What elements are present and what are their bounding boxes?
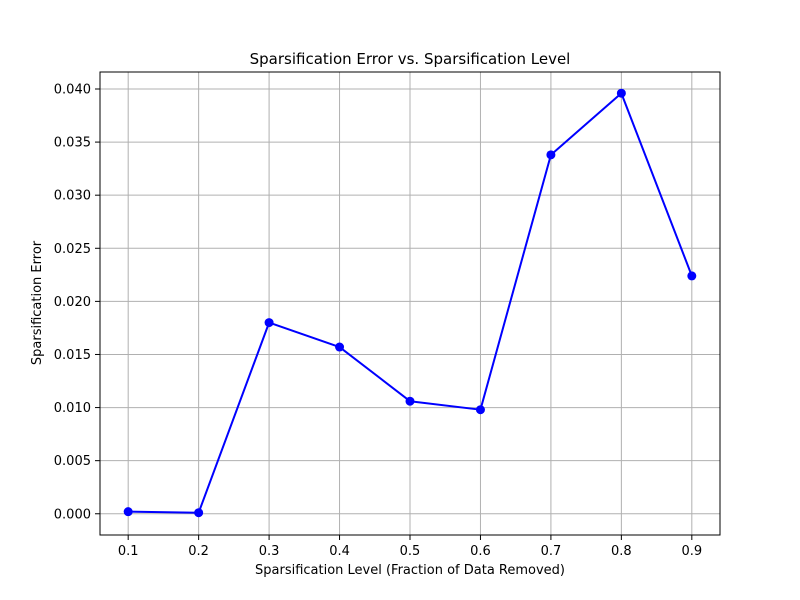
y-tick-label: 0.020 [54,295,91,310]
grid [100,72,720,535]
data-point [335,342,345,352]
x-tick-label: 0.9 [681,544,702,559]
x-axis-ticks: 0.1 0.2 0.3 0.4 0.5 0.6 0.7 0.8 0.9 [118,535,702,559]
y-tick-label: 0.015 [54,348,91,363]
x-tick-label: 0.7 [541,544,562,559]
data-point [687,271,697,281]
y-tick-label: 0.030 [54,189,91,204]
x-axis-label: Sparsification Level (Fraction of Data R… [255,563,565,578]
y-tick-label: 0.000 [54,507,91,522]
data-point [264,318,274,328]
x-tick-label: 0.3 [259,544,280,559]
data-point [616,88,626,98]
x-tick-label: 0.2 [188,544,209,559]
data-point [475,405,485,415]
data-point [194,508,204,518]
chart-title: Sparsification Error vs. Sparsification … [250,50,571,68]
data-point [123,507,133,517]
y-tick-label: 0.035 [54,136,91,151]
y-axis-label: Sparsification Error [30,240,45,365]
data-point [405,396,415,406]
data-point [546,150,556,160]
x-tick-label: 0.4 [329,544,350,559]
y-axis-ticks: 0.000 0.005 0.010 0.015 0.020 0.025 0.030 0.035… [54,82,100,522]
series-markers [123,88,697,518]
y-tick-label: 0.040 [54,82,91,97]
x-tick-label: 0.8 [611,544,632,559]
y-tick-label: 0.010 [54,401,91,416]
y-tick-label: 0.005 [54,454,91,469]
x-tick-label: 0.6 [470,544,491,559]
x-tick-label: 0.1 [118,544,139,559]
x-tick-label: 0.5 [400,544,421,559]
y-tick-label: 0.025 [54,242,91,257]
